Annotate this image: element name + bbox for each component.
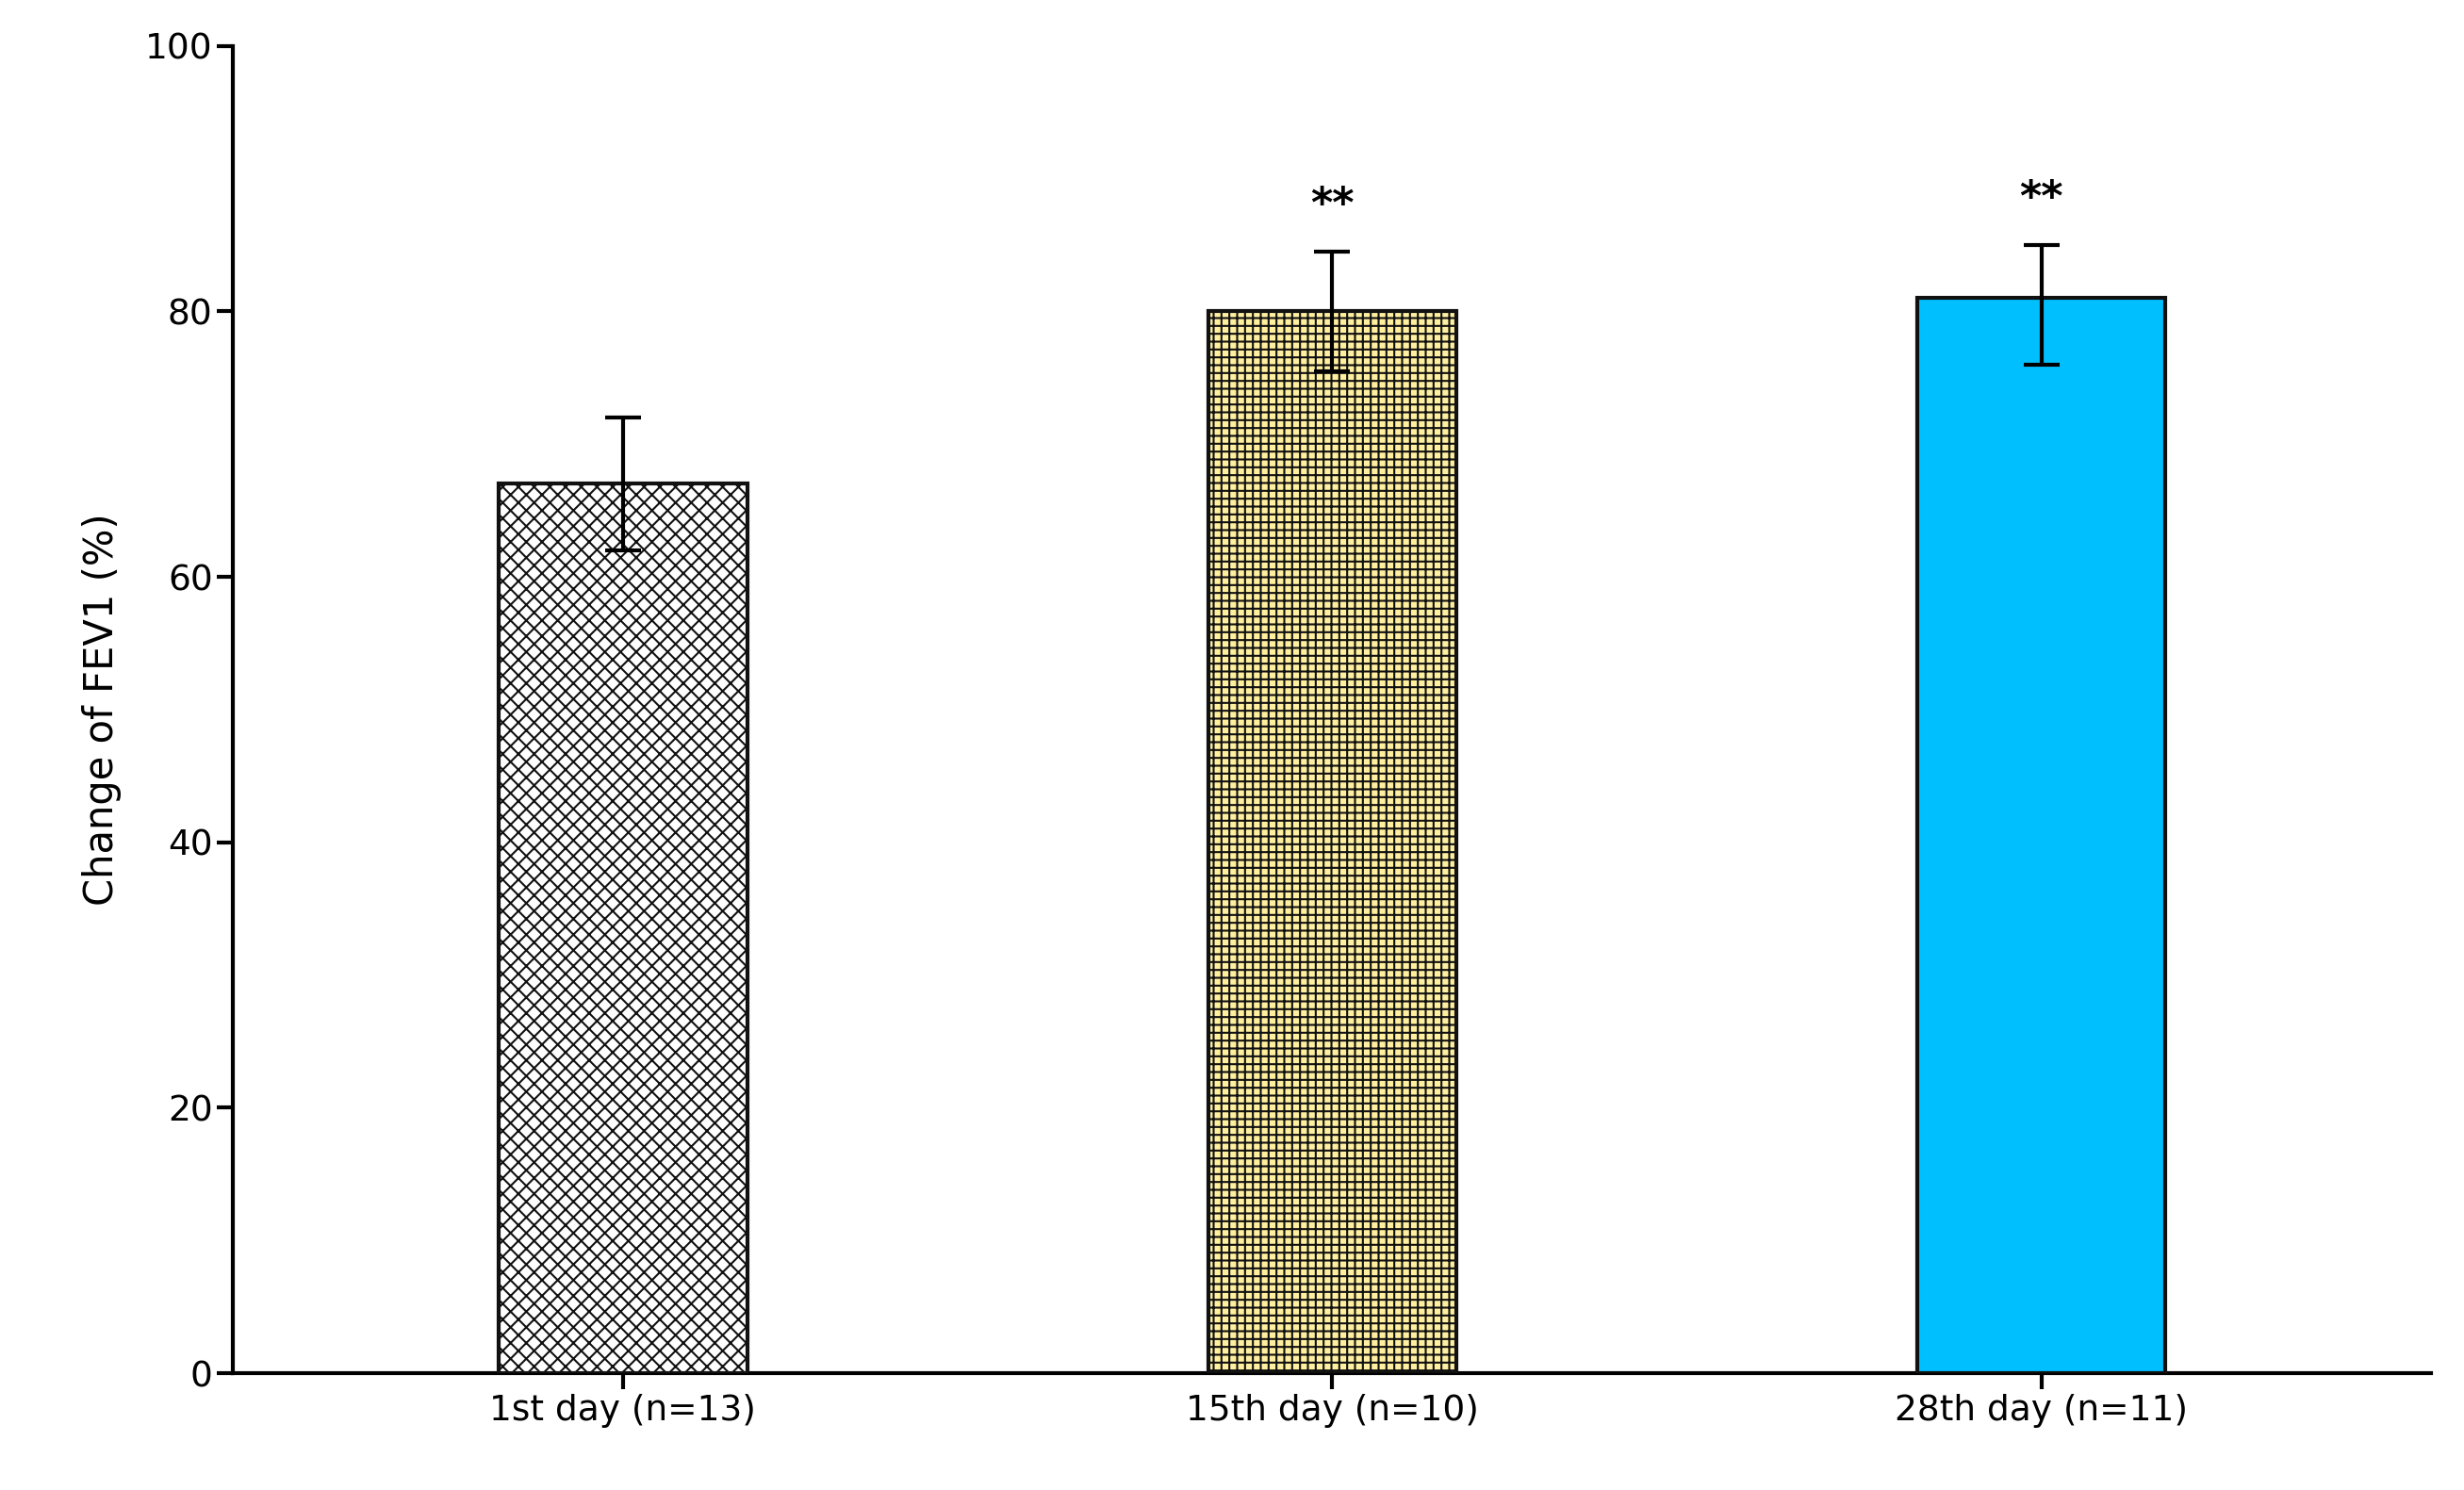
Bar [1207,311,1456,1374]
Y-axis label: Change of FEV1 (%): Change of FEV1 (%) [81,513,121,906]
Text: **: ** [1311,185,1355,225]
Bar [498,484,747,1374]
Text: **: ** [2020,177,2062,219]
Bar [1917,298,2166,1374]
